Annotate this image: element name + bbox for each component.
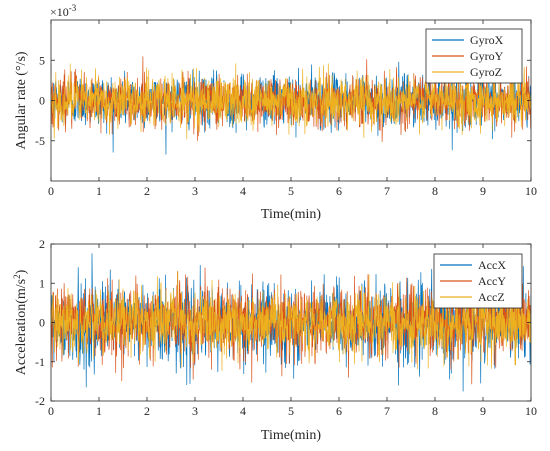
acc-ylabel: Acceleration(m/s2)	[12, 269, 29, 375]
acc-xtick-label: 7	[384, 404, 390, 418]
gyro-legend-label-gyroz: GyroZ	[470, 65, 502, 79]
gyro-xtick-label: 7	[384, 184, 390, 198]
gyro-xtick-label: 9	[480, 184, 486, 198]
gyro-xtick-label: 0	[48, 184, 54, 198]
gyro-panel: ×10-3 0 1 2 3 4 5 6 7 8 9 10 5 0 -5 Angular rate (°/s…	[14, 3, 537, 222]
acc-xtick-label: 8	[432, 404, 438, 418]
gyro-ytick-label: 5	[39, 53, 45, 67]
gyro-xtick-label: 3	[192, 184, 198, 198]
acc-xtick-label: 9	[480, 404, 486, 418]
acc-xtick-label: 0	[48, 404, 54, 418]
gyro-xtick-label: 4	[240, 184, 246, 198]
gyro-xlabel: Time(min)	[261, 207, 321, 222]
acc-xtick-label: 2	[144, 404, 150, 418]
gyro-xtick-label: 10	[525, 184, 537, 198]
gyro-ytick-label: 0	[39, 94, 45, 108]
gyro-ticks: 0 1 2 3 4 5 6 7 8 9 10 5 0 -5	[35, 20, 537, 198]
gyro-plot-area	[51, 56, 531, 155]
acc-xtick-label: 5	[288, 404, 294, 418]
gyro-legend-label-gyroy: GyroY	[470, 49, 504, 63]
acc-xtick-label: 3	[192, 404, 198, 418]
acc-xtick-label: 4	[240, 404, 246, 418]
gyro-xtick-label: 1	[96, 184, 102, 198]
gyro-exponent-label: ×10-3	[50, 3, 77, 19]
acc-series-accz	[51, 271, 531, 371]
acc-ytick-label: -1	[35, 355, 45, 369]
acc-xlabel: Time(min)	[261, 428, 321, 443]
gyro-xtick-label: 5	[288, 184, 294, 198]
acc-legend-label-accy: AccY	[478, 274, 506, 288]
gyro-xtick-label: 6	[336, 184, 342, 198]
gyro-series-gyroz	[51, 63, 531, 140]
acc-xtick-label: 10	[525, 404, 537, 418]
gyro-ytick-label: -5	[35, 134, 45, 148]
acc-plot-area	[51, 253, 531, 392]
acc-ytick-label: 0	[39, 316, 45, 330]
gyro-xtick-label: 2	[144, 184, 150, 198]
acc-ytick-label: 1	[39, 276, 45, 290]
gyro-ylabel: Angular rate (°/s)	[14, 51, 29, 149]
acc-legend-label-accx: AccX	[478, 258, 506, 272]
acc-legend-label-accz: AccZ	[478, 290, 505, 304]
acc-legend: AccX AccY AccZ	[433, 253, 523, 309]
gyro-legend-label-gyrox: GyroX	[470, 33, 504, 47]
acc-ytick-label: -2	[35, 394, 45, 408]
acc-xtick-label: 1	[96, 404, 102, 418]
gyro-xtick-label: 8	[432, 184, 438, 198]
acc-ytick-label: 2	[39, 237, 45, 251]
acc-xtick-label: 6	[336, 404, 342, 418]
gyro-legend: GyroX GyroY GyroZ	[425, 28, 523, 84]
